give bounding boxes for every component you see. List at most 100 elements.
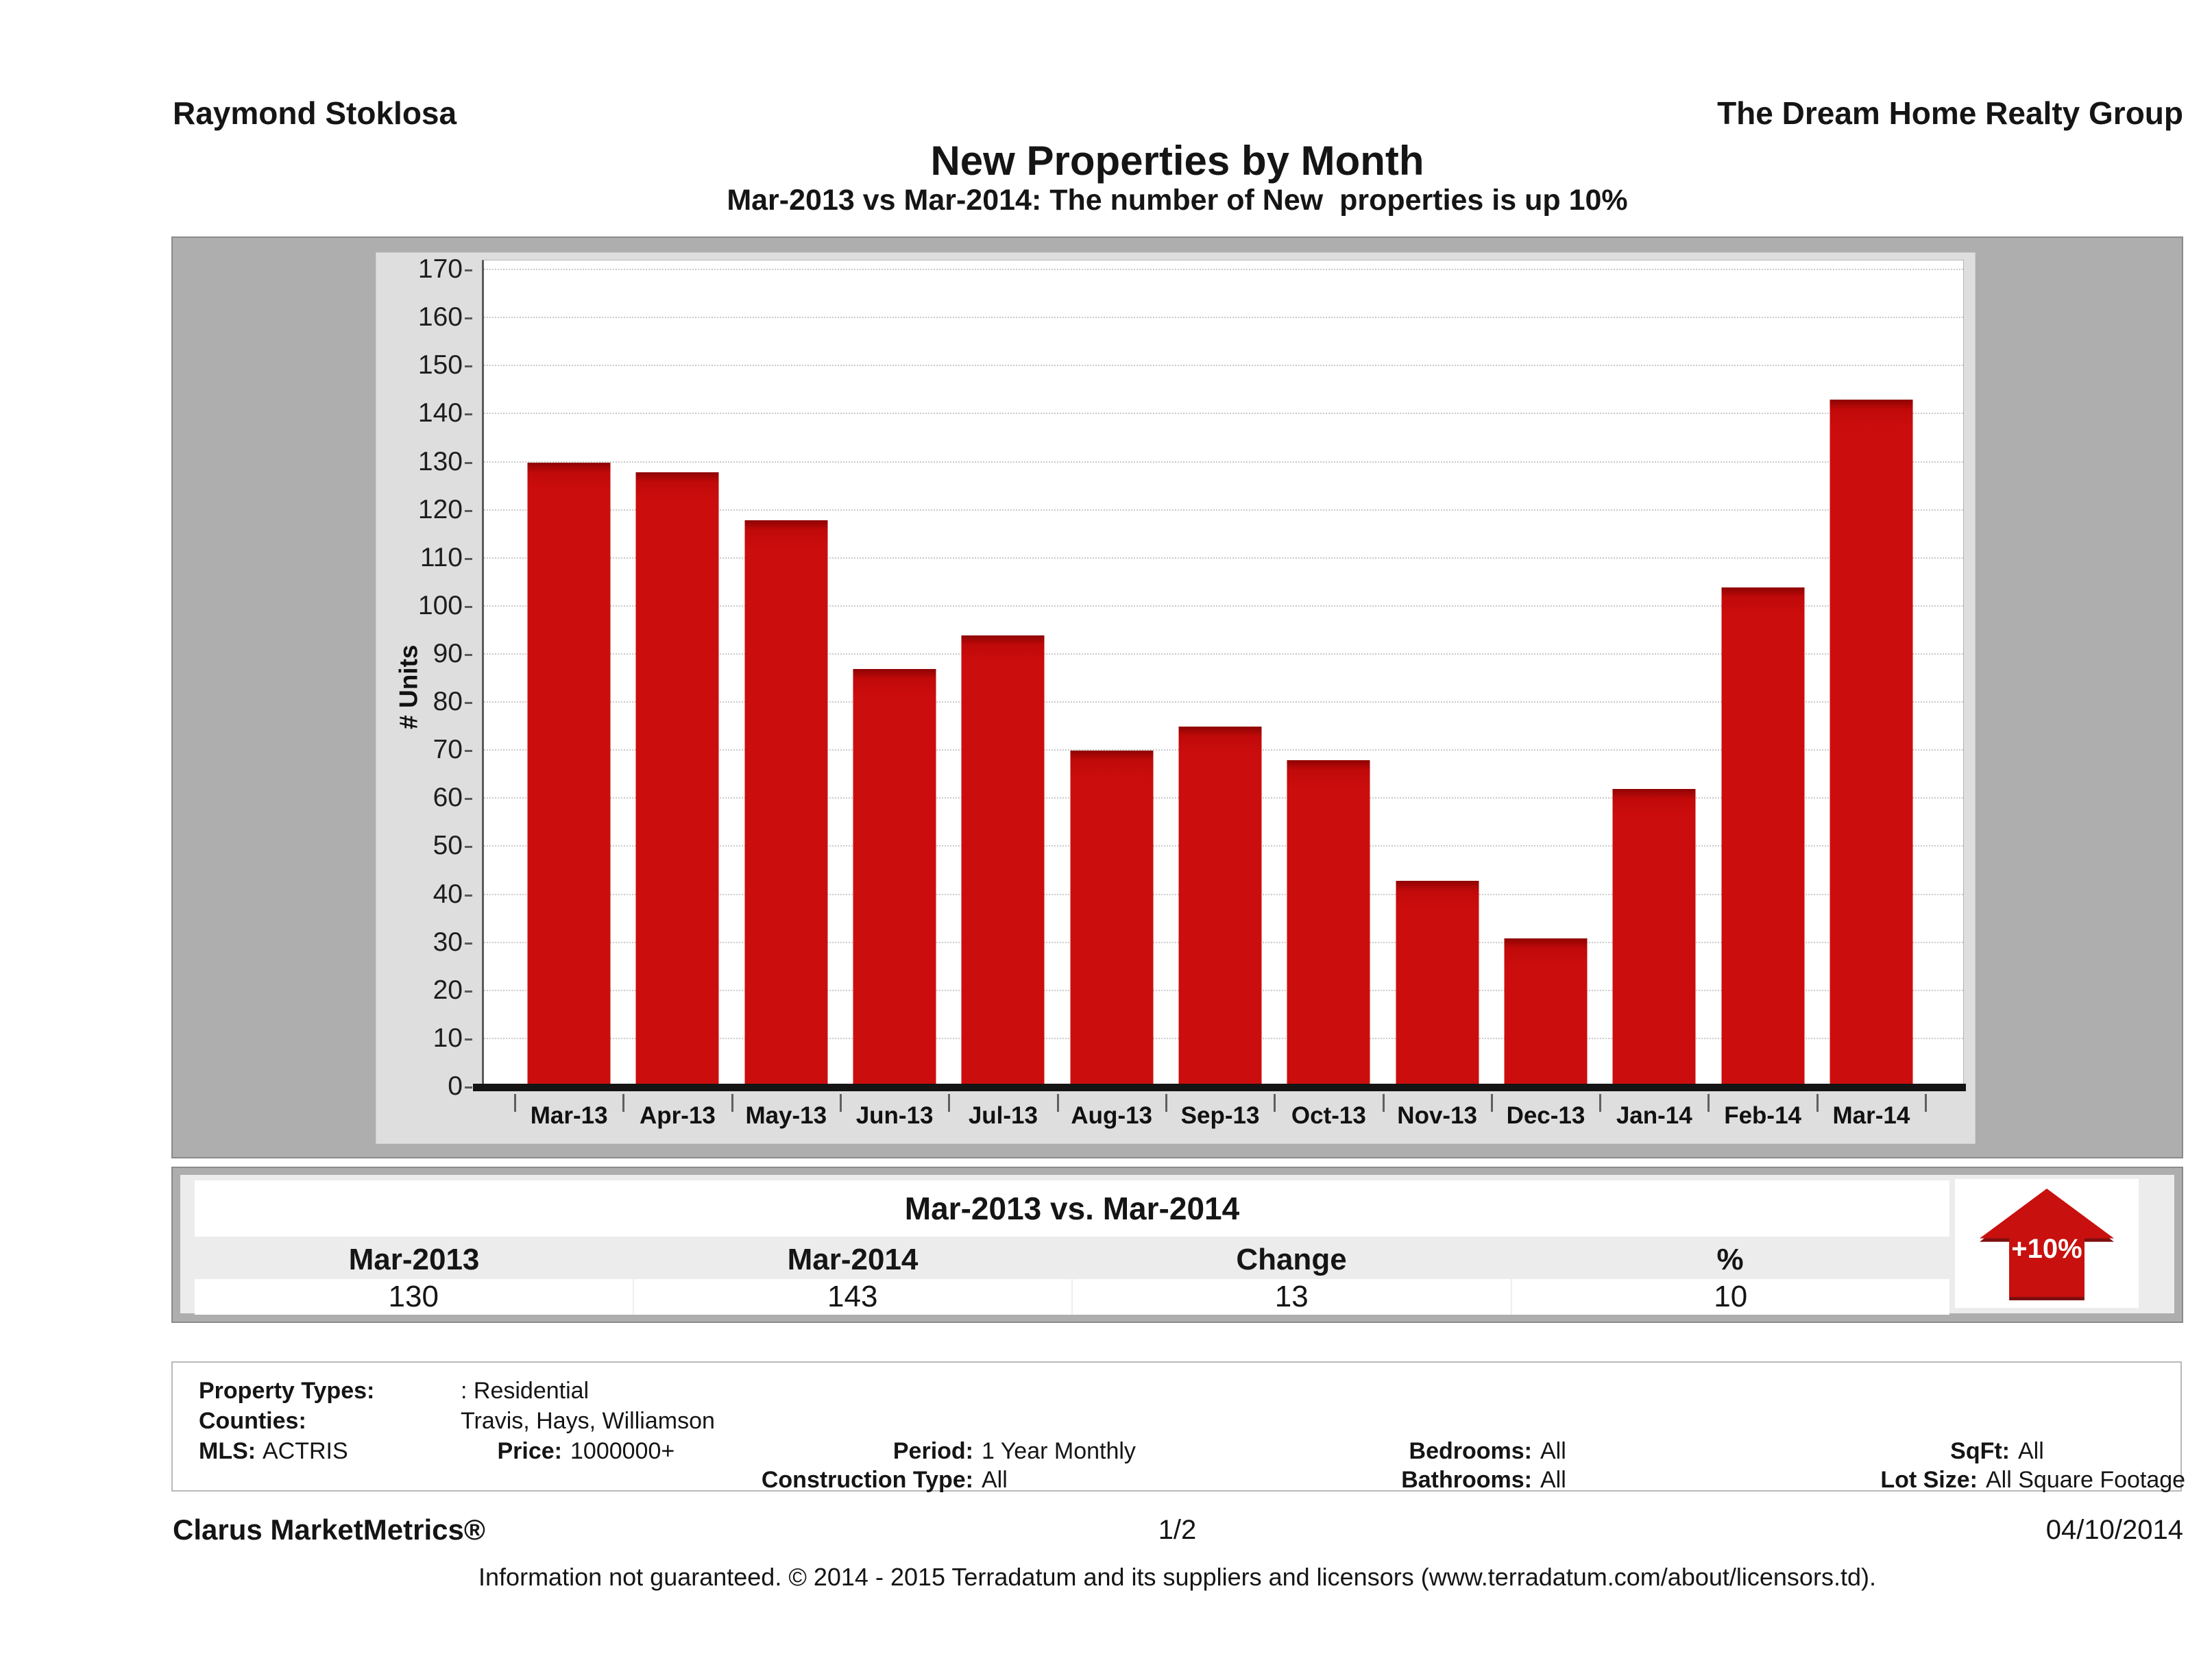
bar-Dec-13: [1504, 938, 1588, 1087]
x-tick-label: Nov-13: [1382, 1094, 1492, 1130]
counties-label: Counties:: [199, 1408, 306, 1434]
summary-values: 130 143 13 10: [195, 1279, 1949, 1315]
x-tick-label: Dec-13: [1490, 1094, 1600, 1130]
x-tick-label: Oct-13: [1274, 1094, 1383, 1130]
summary-value-cell: 10: [1510, 1279, 1950, 1315]
gridline: [484, 605, 1963, 607]
agent-name: Raymond Stoklosa: [173, 95, 457, 131]
summary-table: Mar-2013 vs. Mar-2014 Mar-2013 Mar-2014 Ch…: [180, 1175, 2174, 1315]
y-tick-label: 120: [418, 495, 472, 525]
x-tick-label: Mar-14: [1816, 1094, 1925, 1130]
gridline: [484, 557, 1963, 559]
bar-slot: [1166, 260, 1274, 1087]
bar-Oct-13: [1287, 760, 1370, 1087]
bar-slot: [732, 260, 840, 1087]
gridline: [484, 509, 1963, 511]
y-tick-label: 60: [433, 783, 472, 813]
x-tick-label: Apr-13: [622, 1094, 731, 1130]
company-name: The Dream Home Realty Group: [1717, 95, 2183, 131]
y-tick-label: 160: [418, 302, 472, 332]
counties-value: Travis, Hays, Williamson: [461, 1408, 715, 1434]
property-types-label: Property Types:: [199, 1378, 375, 1404]
page-title: New Properties by Month: [930, 138, 1424, 184]
bar-Nov-13: [1396, 880, 1479, 1087]
disclaimer: Information not guaranteed. © 2014 - 201…: [478, 1563, 1876, 1591]
mls-label: MLS:: [199, 1438, 256, 1464]
bar-slot: [515, 260, 623, 1087]
x-tick-label: Jan-14: [1599, 1094, 1708, 1130]
period-field: Period: 1 Year Monthly: [892, 1438, 1136, 1464]
x-axis-line: [473, 1084, 1966, 1091]
bar-Sep-13: [1178, 727, 1262, 1087]
y-tick-label: 0: [448, 1071, 472, 1102]
up-arrow-icon: +10%: [1980, 1189, 2114, 1297]
summary-value-cell: 130: [388, 1280, 439, 1313]
summary-col-header: Mar-2014: [787, 1243, 919, 1276]
summary-value-cell: 143: [632, 1279, 1072, 1315]
page-number: 1/2: [1158, 1515, 1197, 1545]
bar-Feb-14: [1721, 587, 1805, 1087]
bar-Aug-13: [1070, 751, 1154, 1087]
y-tick-label: 20: [433, 975, 472, 1006]
price-field: Price: 1000000+: [497, 1438, 675, 1464]
y-tick-label: 110: [420, 543, 472, 573]
bar-series: [515, 260, 1925, 1087]
report-date: 04/10/2014: [2045, 1515, 2183, 1545]
summary-value-cell: 13: [1071, 1279, 1511, 1315]
bar-Mar-13: [527, 462, 611, 1087]
trend-badge-label: +10%: [2011, 1233, 2082, 1264]
y-tick-label: 80: [433, 687, 472, 717]
plot-area: [473, 260, 1966, 1091]
bar-Mar-14: [1830, 400, 1913, 1087]
bar-slot: [840, 260, 949, 1087]
bar-slot: [1708, 260, 1816, 1087]
bar-slot: [623, 260, 731, 1087]
bar-May-13: [744, 520, 828, 1087]
construction-field: Construction Type: All: [761, 1467, 1008, 1493]
summary-col-header: Change: [1236, 1243, 1347, 1276]
x-tick-label: Aug-13: [1056, 1094, 1166, 1130]
lot-size-field: Lot Size: All Square Footage: [1880, 1467, 2186, 1493]
filter-details-box: Property Types: : Residential Counties: …: [171, 1361, 2186, 1493]
summary-col-header: %: [1716, 1243, 1744, 1276]
y-tick-label: 70: [433, 735, 472, 765]
mls-value: ACTRIS: [263, 1438, 348, 1464]
bar-Jan-14: [1612, 789, 1696, 1087]
x-tick-label: May-13: [731, 1094, 840, 1130]
summary-title: Mar-2013 vs. Mar-2014: [195, 1180, 1949, 1237]
gridline: [484, 269, 1963, 271]
chart-panel: # Units 0 10 20 30 40 50 60 70 80 90 100 110 120 130 1…: [171, 236, 2183, 1158]
y-tick-label: 50: [433, 831, 472, 861]
y-tick-label: 40: [433, 879, 472, 910]
bar-slot: [1383, 260, 1492, 1087]
gridline: [484, 653, 1963, 655]
product-brand: Clarus MarketMetrics®: [173, 1513, 485, 1546]
y-tick-label: 10: [433, 1023, 472, 1054]
y-tick-label: 140: [418, 398, 472, 428]
bathrooms-field: Bathrooms: All: [1401, 1467, 1566, 1493]
trend-badge: +10%: [1955, 1179, 2139, 1308]
bar-slot: [1492, 260, 1600, 1087]
bar-slot: [1600, 260, 1708, 1087]
gridline: [484, 413, 1963, 415]
sqft-field: SqFt: All: [1950, 1438, 2044, 1464]
bedrooms-field: Bedrooms: All: [1409, 1438, 1566, 1464]
bar-chart: # Units 0 10 20 30 40 50 60 70 80 90 100 110 120 130 1…: [376, 252, 1976, 1144]
gridline: [484, 461, 1963, 463]
x-axis-labels: Mar-13 Apr-13 May-13 Jun-13 Jul-13 Aug-13 Sep-…: [513, 1094, 1927, 1130]
y-tick-label: 90: [433, 639, 472, 669]
summary-col-header: Mar-2013: [348, 1243, 480, 1276]
bar-Apr-13: [635, 472, 719, 1087]
property-types-value: : Residential: [461, 1378, 590, 1404]
y-axis-labels: 0 10 20 30 40 50 60 70 80 90 100 110 120 130 140 150 160…: [376, 254, 472, 1101]
bar-slot: [1058, 260, 1166, 1087]
y-tick-label: 100: [418, 591, 472, 621]
bar-Jul-13: [961, 635, 1045, 1087]
gridline: [484, 317, 1963, 319]
x-tick-label: Mar-13: [513, 1094, 623, 1130]
x-tick-label: Sep-13: [1165, 1094, 1274, 1130]
bar-slot: [1274, 260, 1383, 1087]
x-tick-label: Jul-13: [948, 1094, 1057, 1130]
bar-slot: [949, 260, 1057, 1087]
